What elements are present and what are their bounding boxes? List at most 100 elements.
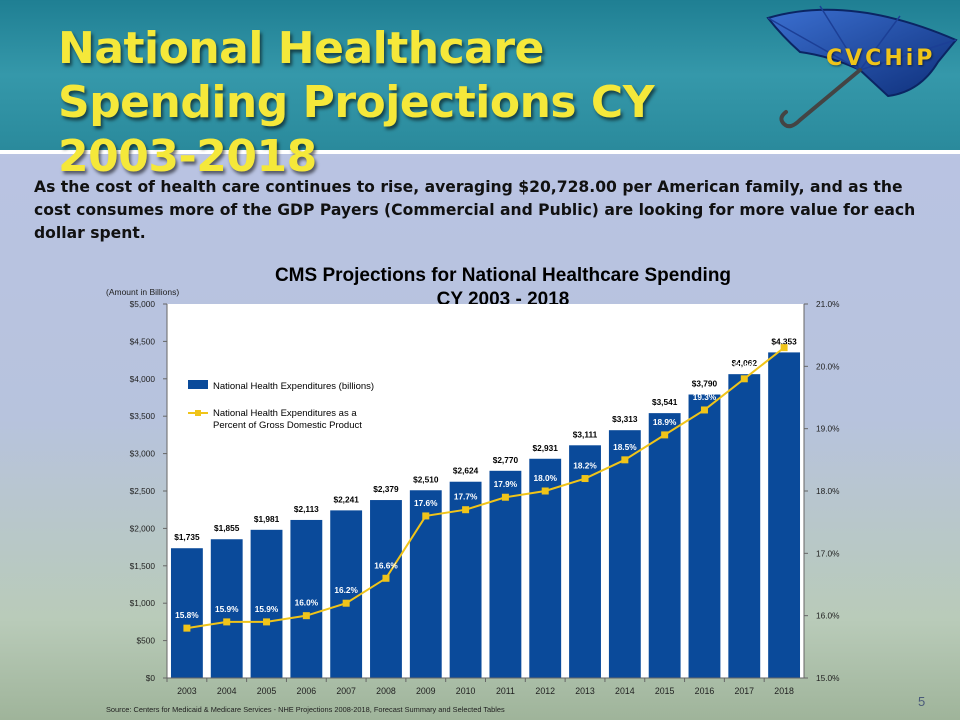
bar-value-label-2006: $2,113 [294,504,319,514]
bar-2003 [170,548,203,678]
legend: National Health Expenditures (billions) … [188,380,374,431]
chart-title: CMS Projections for National Healthcare … [275,265,731,310]
bar-value-label-2007: $2,241 [333,494,359,504]
x-tick-label-2013: 2013 [575,686,595,696]
gdp-percent-label-2006: 16.0% [295,598,319,608]
bar-2008 [370,500,402,678]
gdp-point-2007 [342,599,350,607]
right-tick-label: 20.0% [816,361,840,371]
bar-value-label-2014: $3,313 [612,414,638,424]
bar-2017 [728,374,761,678]
bar-value-label-2008: $2,379 [373,484,399,494]
x-tick-label-2003: 2003 [177,686,197,696]
x-tick-label-2004: 2004 [217,686,237,696]
left-tick-label: $2,000 [130,523,156,533]
logo-text: CVCHiP [826,46,936,71]
left-tick-label: $500 [137,636,156,646]
gdp-percent-label-2003: 15.8% [175,610,199,620]
gdp-point-2003 [183,624,191,632]
left-tick-label: $3,500 [130,411,156,421]
gdp-point-2009 [422,512,430,520]
x-tick-label-2011: 2011 [496,686,515,696]
legend-line-label-2: Percent of Gross Domestic Product [213,420,362,431]
x-tick-label-2005: 2005 [257,686,277,696]
gdp-percent-label-2008: 16.6% [374,560,398,570]
left-tick-label: $4,500 [130,336,156,346]
bar-value-label-2012: $2,931 [533,443,559,453]
x-tick-label-2014: 2014 [615,686,635,696]
gdp-point-2015 [661,431,669,439]
legend-bar-swatch [188,380,208,389]
gdp-point-2018 [780,344,788,352]
gdp-percent-label-2016: 19.3% [693,392,717,402]
gdp-point-2011 [501,493,509,501]
bar-2011 [489,470,522,678]
gdp-point-2013 [581,475,589,483]
bar-2009 [409,490,442,678]
unit-label: (Amount in Billions) [106,287,179,297]
bar-value-label-2018: $4,353 [771,336,797,346]
x-tick-label-2010: 2010 [456,686,476,696]
gdp-line-layer: 15.8% 15.9% 15.9% 16.0% 16.2% 16.6% 17.6% 17.7%… [175,330,796,632]
bar-value-label-2003: $1,735 [174,532,200,542]
x-tick-label-2006: 2006 [297,686,317,696]
source-note: Source: Centers for Medicaid & Medicare … [106,705,505,714]
left-tick-label: $1,500 [130,561,156,571]
gdp-percent-label-2015: 18.9% [653,417,677,427]
gdp-point-2005 [263,618,271,626]
intro-paragraph: As the cost of health care continues to … [34,178,916,242]
bar-value-label-2010: $2,624 [453,466,479,476]
gdp-percent-label-2014: 18.5% [613,442,637,452]
x-tick-label-2007: 2007 [336,686,356,696]
legend-line-label-1: National Health Expenditures as a [213,408,357,419]
gdp-percent-label-2017: 19.8% [733,361,757,371]
x-tick-label-2017: 2017 [734,686,754,696]
bar-2012 [529,458,562,678]
bar-2013 [569,445,601,678]
bar-value-label-2016: $3,790 [692,379,718,389]
x-tick-label-2016: 2016 [695,686,715,696]
gdp-percent-line [186,346,785,630]
gdp-percent-label-2005: 15.9% [255,604,279,614]
bar-2005 [250,529,283,678]
bar-2014 [608,430,641,678]
gdp-percent-label-2010: 17.7% [454,492,478,502]
gdp-percent-label-2018: 20.3% [772,330,796,340]
x-tick-label-2015: 2015 [655,686,675,696]
left-tick-label: $0 [146,673,156,683]
right-tick-label: 17.0% [816,548,840,558]
gdp-percent-label-2012: 18.0% [533,473,557,483]
bar-value-label-2004: $1,855 [214,523,240,533]
bar-2010 [449,481,482,678]
bar-value-label-2015: $3,541 [652,397,678,407]
bar-2006 [290,519,323,678]
bar-value-label-2011: $2,770 [493,455,519,465]
bar-2004 [210,539,243,678]
gdp-percent-label-2013: 18.2% [573,461,597,471]
left-tick-label: $1,000 [130,598,156,608]
gdp-percent-label-2011: 17.9% [494,479,518,489]
gdp-point-2016 [700,406,708,414]
bar-2015 [648,413,681,678]
bar-value-label-2005: $1,981 [254,514,280,524]
right-tick-label: 15.0% [816,673,840,683]
bar-value-label-2013: $3,111 [573,429,598,439]
bar-value-label-2009: $2,510 [413,474,439,484]
left-tick-label: $4,000 [130,374,156,384]
x-tick-label-2008: 2008 [376,686,396,696]
gdp-point-2006 [302,612,310,620]
legend-line-marker [195,410,201,416]
slide-title: National Healthcare Spending Projections… [58,23,655,182]
left-tick-label: $5,000 [130,299,156,309]
gdp-point-2008 [382,574,390,582]
bar-2007 [330,510,363,678]
gdp-percent-label-2007: 16.2% [334,585,358,595]
chart-title-line1: CMS Projections for National Healthcare … [275,265,731,286]
gdp-point-2004 [223,618,231,626]
x-tick-label-2018: 2018 [774,686,794,696]
gdp-point-2017 [740,375,748,383]
x-tick-label-2009: 2009 [416,686,436,696]
legend-bar-label: National Health Expenditures (billions) [213,381,374,392]
axes-layer: $0 $500 $1,000 $1,500 $2,000 $2,500 $3,000 $3,5… [130,299,841,696]
